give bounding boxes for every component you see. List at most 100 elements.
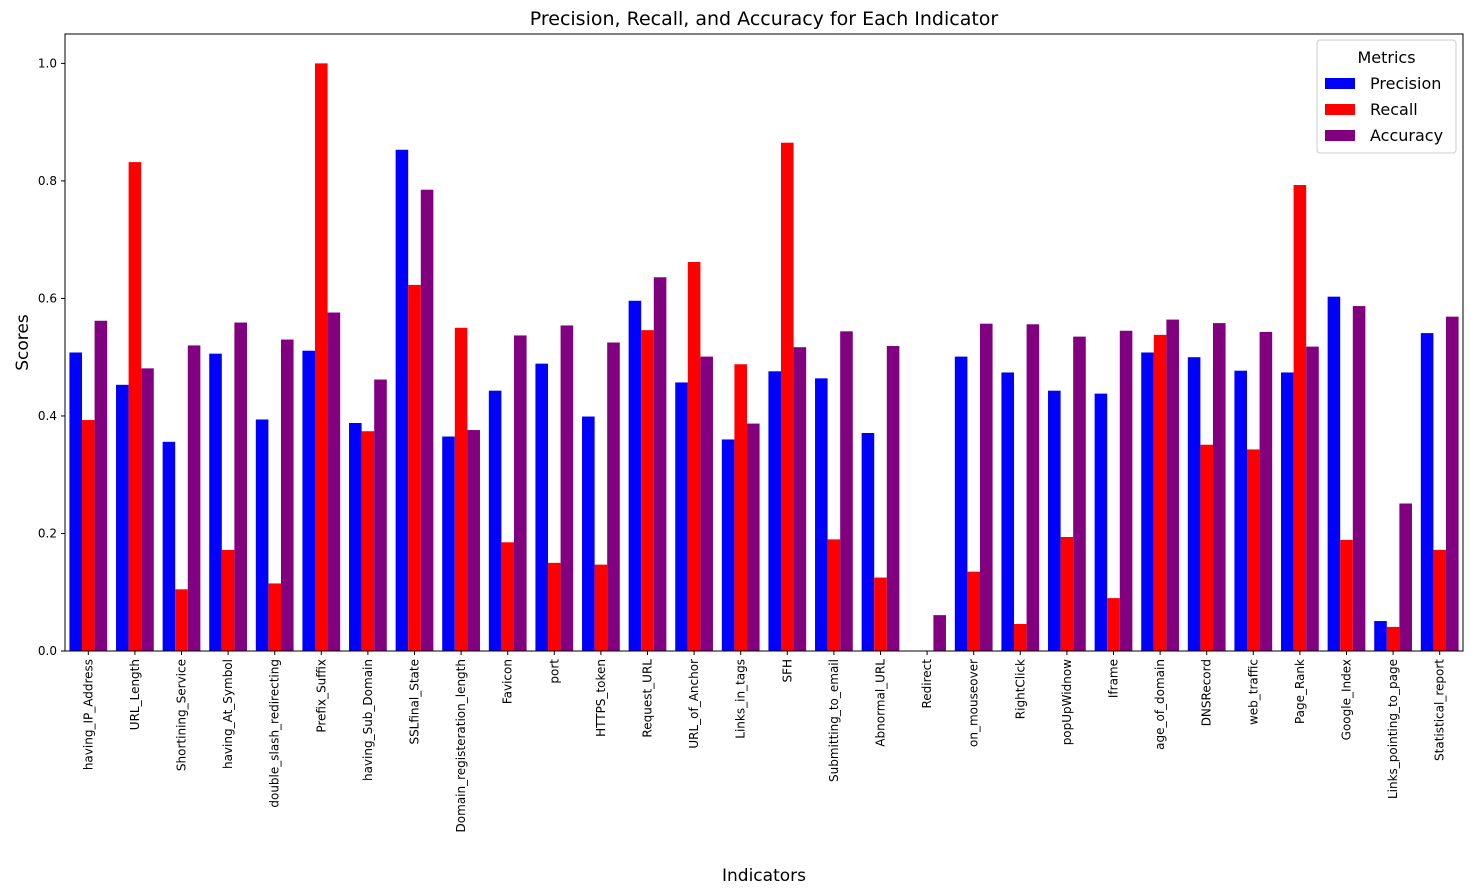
bar-recall-URL_of_Anchor: [687, 261, 701, 651]
bar-precision-URL_of_Anchor: [675, 382, 688, 651]
bar-accuracy-URL_of_Anchor: [700, 356, 713, 651]
bar-accuracy-HTTPS_token: [607, 342, 620, 651]
bar-precision-Links_in_tags: [721, 439, 735, 651]
x-tick-label: RightClick: [1013, 659, 1027, 719]
bar-accuracy-Redirect: [933, 615, 946, 651]
x-tick-label: Domain_registeration_length: [454, 659, 468, 832]
x-tick-label: Shortining_Service: [175, 659, 189, 771]
x-tick-label: Links_in_tags: [734, 659, 748, 739]
legend-title: Metrics: [1357, 48, 1415, 67]
bar-recall-Abnormal_URL: [874, 577, 887, 651]
bar-precision-SSLfinal_State: [395, 149, 409, 651]
bar-recall-URL_Length: [128, 162, 142, 651]
x-tick-label: SSLfinal_State: [408, 659, 422, 745]
bar-precision-Shortining_Service: [162, 441, 176, 651]
bar-recall-RightClick: [1014, 623, 1027, 651]
legend-label-precision: Precision: [1370, 74, 1441, 93]
x-tick-label: port: [547, 659, 561, 684]
x-tick-label: URL_of_Anchor: [687, 659, 701, 749]
bar-recall-SFH: [781, 142, 794, 651]
x-tick-label: having_At_Symbol: [221, 659, 235, 769]
bar-precision-Prefix_Suffix: [302, 350, 316, 651]
bar-precision-Google_Index: [1327, 296, 1341, 651]
y-tick-label: 0.0: [38, 644, 57, 658]
bar-accuracy-URL_Length: [141, 368, 154, 651]
x-tick-label: Prefix_Suffix: [314, 659, 328, 733]
bar-recall-Domain_registeration_length: [454, 327, 468, 651]
legend-swatch-recall: [1325, 104, 1355, 115]
bar-recall-Prefix_Suffix: [315, 63, 328, 651]
bar-accuracy-Page_Rank: [1306, 346, 1319, 651]
bar-recall-having_IP_Address: [82, 420, 95, 651]
bar-precision-having_Sub_Domain: [349, 423, 362, 651]
bar-accuracy-web_traffic: [1259, 331, 1273, 651]
y-axis-title: Scores: [13, 314, 33, 371]
bar-recall-Iframe: [1107, 598, 1120, 651]
bar-accuracy-Favicon: [513, 335, 527, 651]
x-axis: having_IP_Address URL_Length Shortining_Se…: [81, 651, 1447, 832]
bar-precision-Domain_registeration_length: [442, 436, 455, 651]
x-tick-label: Request_URL: [641, 659, 655, 738]
x-tick-label: having_IP_Address: [81, 659, 95, 770]
x-tick-label: URL_Length: [128, 659, 142, 730]
x-tick-label: Page_Rank: [1293, 659, 1307, 724]
bar-recall-Shortining_Service: [175, 589, 188, 651]
bar-recall-SSLfinal_State: [408, 284, 421, 651]
y-tick-label: 0.6: [38, 291, 57, 305]
x-tick-label: Favicon: [501, 659, 515, 704]
bar-recall-having_Sub_Domain: [361, 431, 375, 651]
x-tick-label: Abnormal_URL: [874, 659, 888, 747]
bar-precision-port: [535, 363, 549, 651]
bar-precision-Page_Rank: [1281, 372, 1294, 651]
bar-recall-Favicon: [501, 542, 514, 651]
x-tick-label: Iframe: [1107, 659, 1121, 698]
bar-precision-popUpWidnow: [1048, 390, 1061, 651]
bar-recall-Google_Index: [1340, 539, 1353, 651]
x-tick-label: Redirect: [920, 659, 934, 709]
bar-accuracy-Request_URL: [653, 277, 667, 651]
bar-precision-Links_pointing_to_page: [1374, 621, 1387, 651]
bar-accuracy-port: [560, 325, 574, 651]
x-tick-label: Submitting_to_email: [827, 659, 841, 782]
x-tick-label: HTTPS_token: [594, 659, 608, 737]
bar-accuracy-popUpWidnow: [1073, 336, 1086, 651]
legend-label-recall: Recall: [1370, 100, 1418, 119]
bar-precision-Statistical_report: [1420, 333, 1434, 651]
x-tick-label: DNSRecord: [1200, 659, 1214, 726]
legend: Metrics Precision Recall Accuracy: [1316, 39, 1457, 154]
bar-accuracy-having_Sub_Domain: [374, 379, 387, 651]
bar-accuracy-age_of_domain: [1166, 319, 1179, 651]
y-tick-label: 1.0: [38, 56, 57, 70]
bar-precision-having_IP_Address: [69, 352, 83, 651]
bar-accuracy-having_At_Symbol: [234, 322, 247, 651]
x-tick-label: popUpWidnow: [1060, 659, 1074, 745]
bar-accuracy-Google_Index: [1352, 306, 1366, 651]
bar-precision-URL_Length: [116, 384, 129, 651]
x-tick-label: age_of_domain: [1153, 659, 1167, 750]
x-tick-label: Statistical_report: [1433, 659, 1447, 761]
bar-precision-having_At_Symbol: [209, 353, 222, 651]
bar-accuracy-RightClick: [1026, 324, 1040, 651]
bar-recall-double_slash_redirecting: [268, 583, 281, 651]
legend-swatch-precision: [1325, 78, 1355, 89]
bar-recall-having_At_Symbol: [221, 549, 235, 651]
x-tick-label: having_Sub_Domain: [361, 659, 375, 781]
bar-accuracy-Shortining_Service: [187, 345, 201, 651]
bar-accuracy-Links_pointing_to_page: [1399, 503, 1412, 651]
bar-recall-on_mouseover: [967, 571, 980, 651]
bar-accuracy-Submitting_to_email: [840, 331, 853, 651]
bar-recall-Submitting_to_email: [827, 539, 841, 651]
bar-precision-Abnormal_URL: [861, 432, 875, 651]
bar-accuracy-Statistical_report: [1445, 316, 1459, 651]
x-tick-label: on_mouseover: [967, 659, 981, 747]
bar-precision-SFH: [768, 371, 782, 651]
bar-precision-RightClick: [1001, 372, 1015, 651]
x-axis-title: Indicators: [722, 866, 806, 886]
bar-recall-HTTPS_token: [594, 564, 608, 651]
bar-recall-web_traffic: [1247, 449, 1260, 651]
bar-accuracy-SFH: [793, 347, 807, 651]
bar-precision-HTTPS_token: [582, 416, 595, 651]
bar-precision-Iframe: [1094, 393, 1108, 651]
bar-accuracy-having_IP_Address: [94, 320, 108, 651]
